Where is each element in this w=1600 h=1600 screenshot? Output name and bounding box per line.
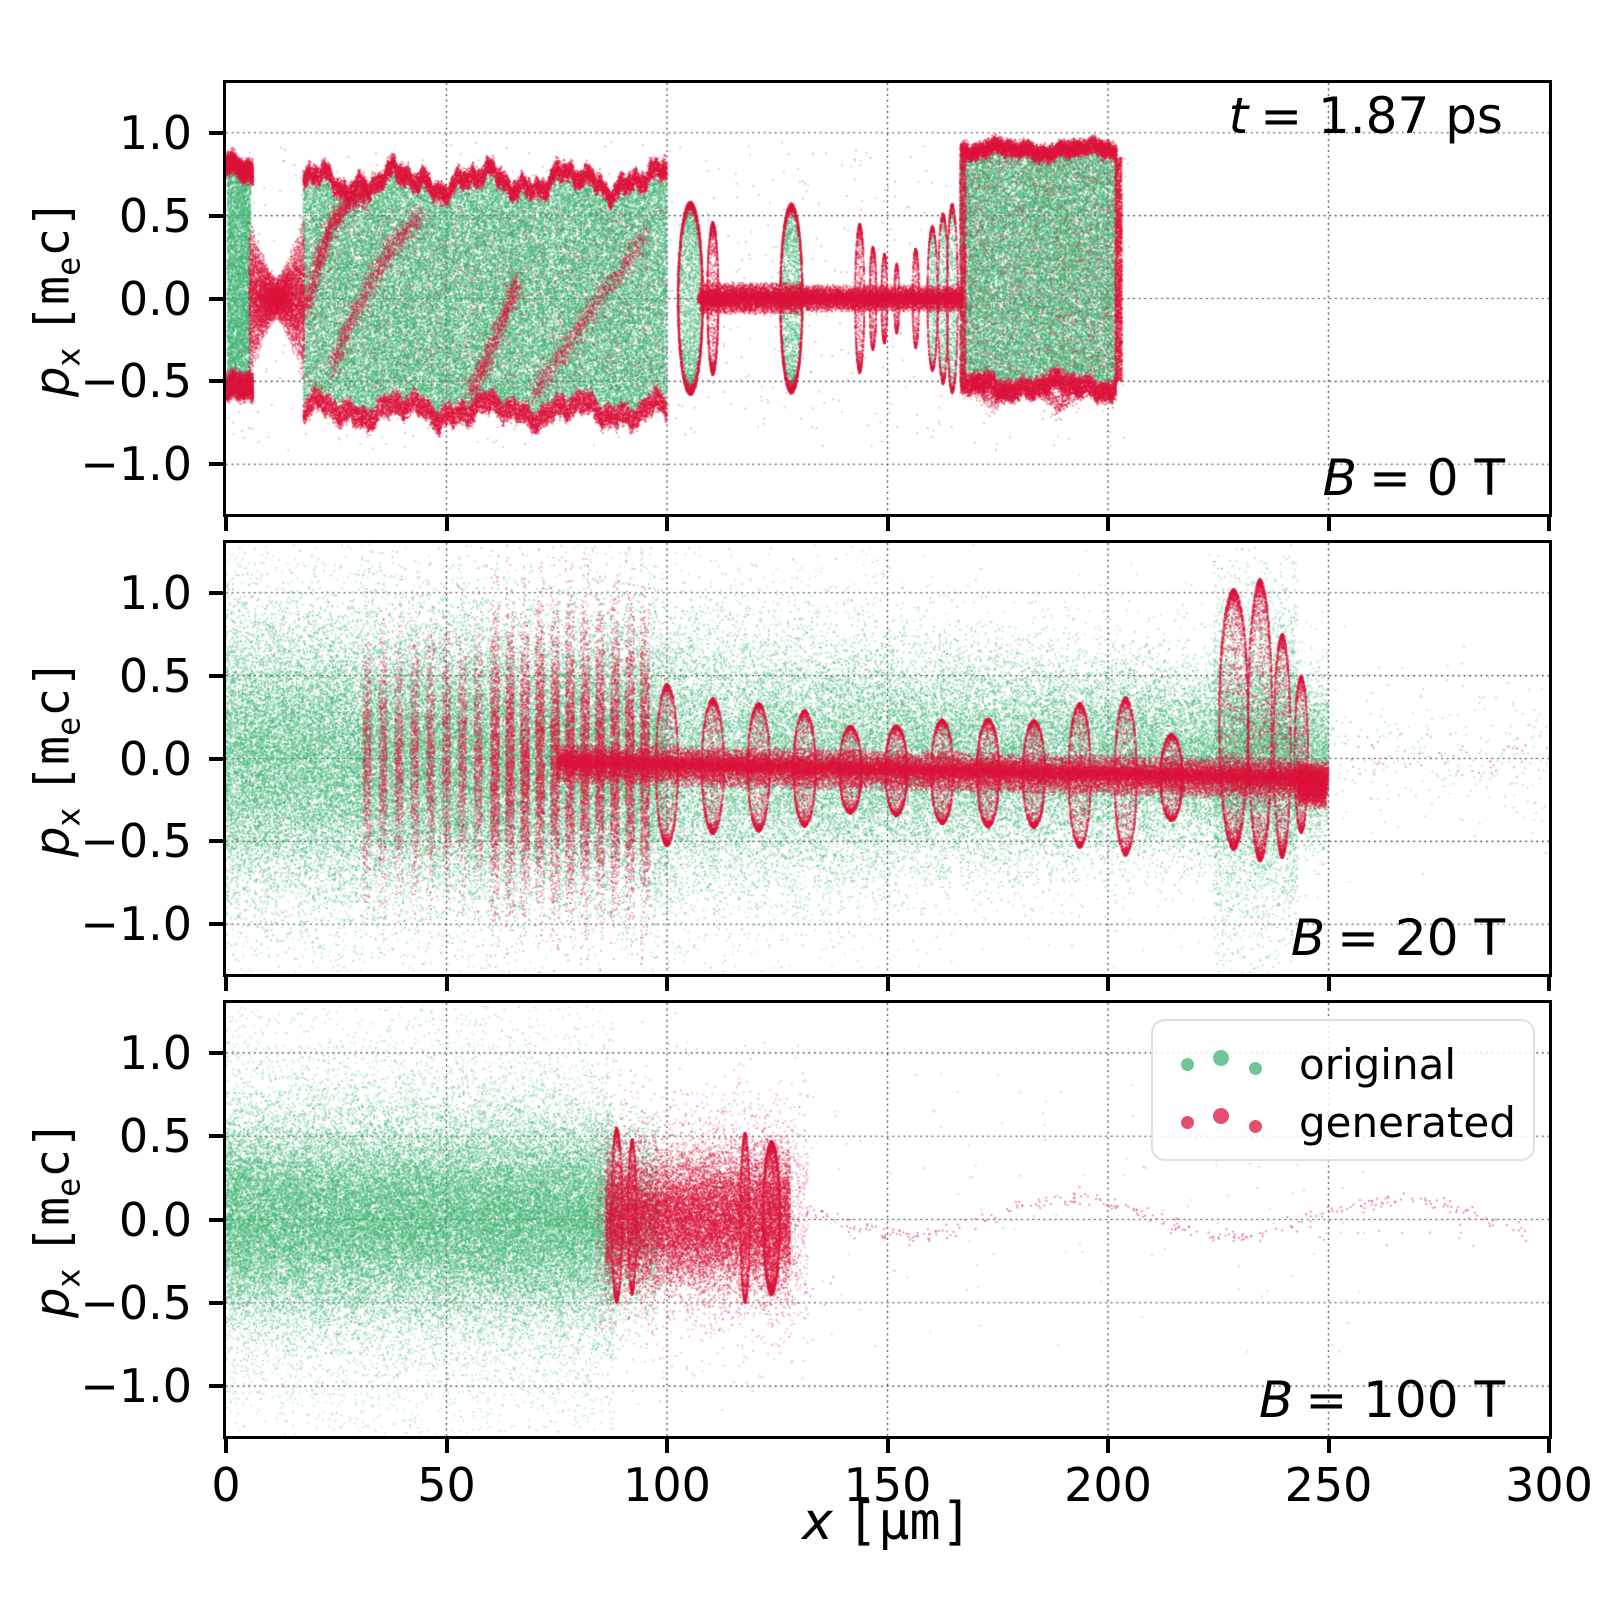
x-tick xyxy=(1326,1439,1331,1453)
x-tick xyxy=(665,1439,669,1453)
y-axis-label: px[mec] xyxy=(24,1120,88,1318)
y-tick-label: −1.0 xyxy=(80,437,192,492)
x-tick-label: 50 xyxy=(417,1458,476,1512)
x-tick xyxy=(1106,1439,1110,1453)
x-tick xyxy=(665,517,669,531)
x-tick xyxy=(885,977,890,991)
x-tick xyxy=(665,977,669,991)
x-tick-label: 150 xyxy=(843,1458,932,1512)
x-axis-label: x [μm] xyxy=(801,1492,973,1552)
y-tick xyxy=(209,922,223,927)
field-value: = 20 T xyxy=(1337,909,1505,967)
y-tick xyxy=(209,1217,223,1222)
y-tick-label: 1.0 xyxy=(118,105,192,160)
field-var: B xyxy=(1290,909,1326,967)
x-tick xyxy=(444,977,449,991)
panel-b100: original generated B = 100 T 1.0 0.5 0.0 −0.… xyxy=(80,1000,1593,1512)
x-tick xyxy=(1106,517,1110,531)
y-tick-label: −0.5 xyxy=(80,1275,192,1330)
panel-b0: t = 1.87 ps B = 0 T 1.0 0.5 0.0 −0.5 −1.0 xyxy=(80,80,1552,531)
x-tick-label: 200 xyxy=(1064,1458,1152,1512)
y-tick xyxy=(209,130,223,135)
x-tick xyxy=(1547,517,1551,531)
y-tick xyxy=(209,296,223,301)
y-tick-label: −1.0 xyxy=(80,1359,192,1414)
field-value: = 100 T xyxy=(1305,1371,1505,1429)
y-tick-label: 1.0 xyxy=(118,1025,192,1080)
legend: original generated xyxy=(1151,1019,1535,1161)
legend-label-original: original xyxy=(1299,1039,1456,1089)
y-axis-label: px[mec] xyxy=(24,659,88,857)
y-tick xyxy=(209,1050,223,1055)
y-tick xyxy=(209,1134,223,1139)
x-tick xyxy=(224,977,228,991)
y-axis-label: px[mec] xyxy=(24,199,88,397)
scatter-canvas-b0 xyxy=(226,83,1549,514)
field-value: = 0 T xyxy=(1368,449,1505,507)
legend-marker-original xyxy=(1177,1046,1283,1082)
y-tick xyxy=(209,1384,223,1389)
legend-label-generated: generated xyxy=(1299,1097,1516,1147)
y-tick xyxy=(209,756,223,761)
x-tick-label: 250 xyxy=(1284,1458,1373,1512)
y-tick-label: −0.5 xyxy=(80,814,192,869)
y-tick-label: −0.5 xyxy=(80,354,192,409)
y-tick xyxy=(209,590,223,595)
panel-b20: B = 20 T 1.0 0.5 0.0 −0.5 −1.0 xyxy=(80,540,1552,991)
x-tick xyxy=(224,1439,228,1453)
y-tick-label: −1.0 xyxy=(80,897,192,952)
y-tick xyxy=(209,213,223,218)
field-annotation-b100: B = 100 T xyxy=(1259,1373,1505,1428)
y-tick xyxy=(209,462,223,467)
time-value: = 1.87 ps xyxy=(1260,87,1503,145)
x-tick xyxy=(224,517,228,531)
y-tick-label: 0.0 xyxy=(118,271,192,326)
time-annotation: t = 1.87 ps xyxy=(1229,89,1503,144)
y-tick xyxy=(209,379,223,384)
x-tick xyxy=(444,1439,449,1453)
x-tick xyxy=(1326,517,1331,531)
x-tick xyxy=(1326,977,1331,991)
y-tick-label: 1.0 xyxy=(118,565,192,620)
field-var: B xyxy=(1259,1371,1294,1429)
x-tick xyxy=(1106,977,1110,991)
y-tick-label: 0.0 xyxy=(118,731,192,786)
y-tick xyxy=(209,1300,223,1305)
y-tick-label: 0.5 xyxy=(118,648,192,703)
legend-item-original: original xyxy=(1177,1035,1533,1093)
legend-item-generated: generated xyxy=(1177,1093,1533,1151)
x-tick-label: 0 xyxy=(211,1458,241,1512)
y-tick xyxy=(209,839,223,844)
field-var: B xyxy=(1322,449,1357,507)
x-tick xyxy=(1547,977,1551,991)
legend-marker-generated xyxy=(1177,1104,1283,1140)
x-tick xyxy=(885,1439,890,1453)
y-tick xyxy=(209,673,223,678)
y-tick-label: 0.5 xyxy=(118,188,192,243)
x-tick-label: 100 xyxy=(623,1458,711,1512)
scatter-canvas-b20 xyxy=(226,543,1549,974)
field-annotation-b20: B = 20 T xyxy=(1291,911,1505,966)
x-tick-label: 300 xyxy=(1505,1458,1593,1512)
field-annotation-b0: B = 0 T xyxy=(1323,451,1505,506)
time-var: t xyxy=(1228,87,1249,145)
x-tick xyxy=(885,517,890,531)
x-tick xyxy=(1547,1439,1551,1453)
y-tick-label: 0.0 xyxy=(118,1192,192,1247)
x-tick xyxy=(444,517,449,531)
y-tick-label: 0.5 xyxy=(118,1109,192,1164)
